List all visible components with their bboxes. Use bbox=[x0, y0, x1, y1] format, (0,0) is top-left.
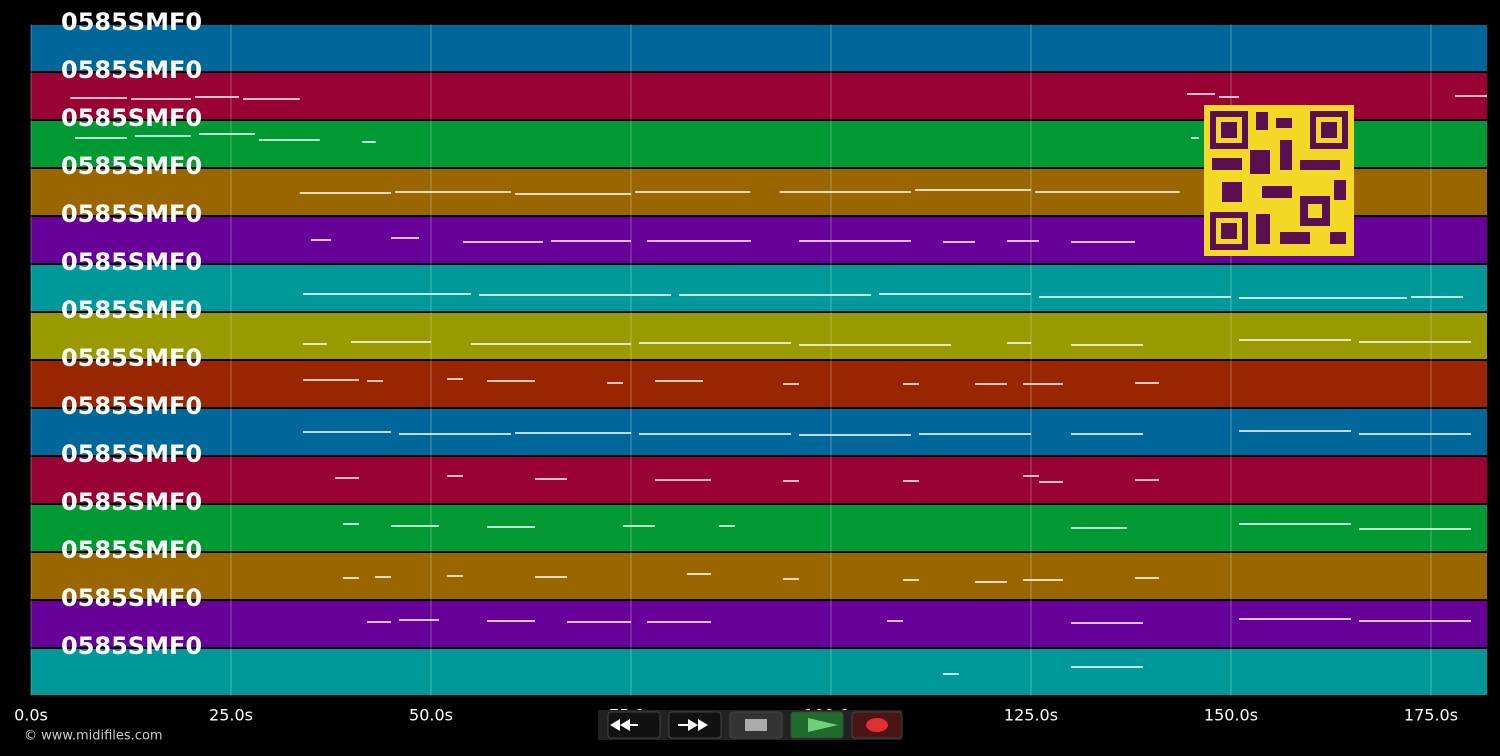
track-label: 0585SMF0 bbox=[61, 104, 202, 132]
track-label: 0585SMF0 bbox=[61, 296, 202, 324]
record-button[interactable] bbox=[851, 711, 903, 739]
track-band bbox=[31, 313, 1487, 359]
rewind-button[interactable] bbox=[607, 711, 661, 739]
tick-label: 175.0s bbox=[1404, 706, 1458, 725]
track-band bbox=[31, 457, 1487, 503]
play-button[interactable] bbox=[790, 711, 844, 739]
credit: © www.midifiles.com bbox=[24, 729, 163, 744]
track-label: 0585SMF0 bbox=[61, 8, 202, 36]
track-label: 0585SMF0 bbox=[61, 56, 202, 84]
track-label: 0585SMF0 bbox=[61, 200, 202, 228]
track-label: 0585SMF0 bbox=[61, 392, 202, 420]
tick-label: 25.0s bbox=[209, 706, 253, 725]
qr-code bbox=[1204, 105, 1354, 256]
track-band bbox=[31, 361, 1487, 407]
track-labels: 0585SMF0 0585SMF0 0585SMF0 0585SMF0 0585SMF0… bbox=[61, 8, 202, 660]
tick-label: 50.0s bbox=[409, 706, 453, 725]
track-label: 0585SMF0 bbox=[61, 152, 202, 180]
track-label: 0585SMF0 bbox=[61, 248, 202, 276]
track-band bbox=[31, 265, 1487, 311]
tick-label: 125.0s bbox=[1004, 706, 1058, 725]
track-band bbox=[31, 601, 1487, 647]
track-label: 0585SMF0 bbox=[61, 632, 202, 660]
track-label: 0585SMF0 bbox=[61, 488, 202, 516]
track-label: 0585SMF0 bbox=[61, 440, 202, 468]
track-band bbox=[31, 553, 1487, 599]
track-label: 0585SMF0 bbox=[61, 584, 202, 612]
track-label: 0585SMF0 bbox=[61, 536, 202, 564]
track-band bbox=[31, 409, 1487, 455]
grid bbox=[30, 24, 1432, 696]
controls bbox=[598, 710, 903, 740]
track-band bbox=[31, 25, 1487, 71]
track-band bbox=[31, 505, 1487, 551]
track-label: 0585SMF0 bbox=[61, 344, 202, 372]
stop-button[interactable] bbox=[729, 711, 783, 739]
tick-label: 0.0s bbox=[14, 706, 48, 725]
forward-button[interactable] bbox=[668, 711, 722, 739]
tick-label: 150.0s bbox=[1204, 706, 1258, 725]
track-band bbox=[31, 649, 1487, 695]
